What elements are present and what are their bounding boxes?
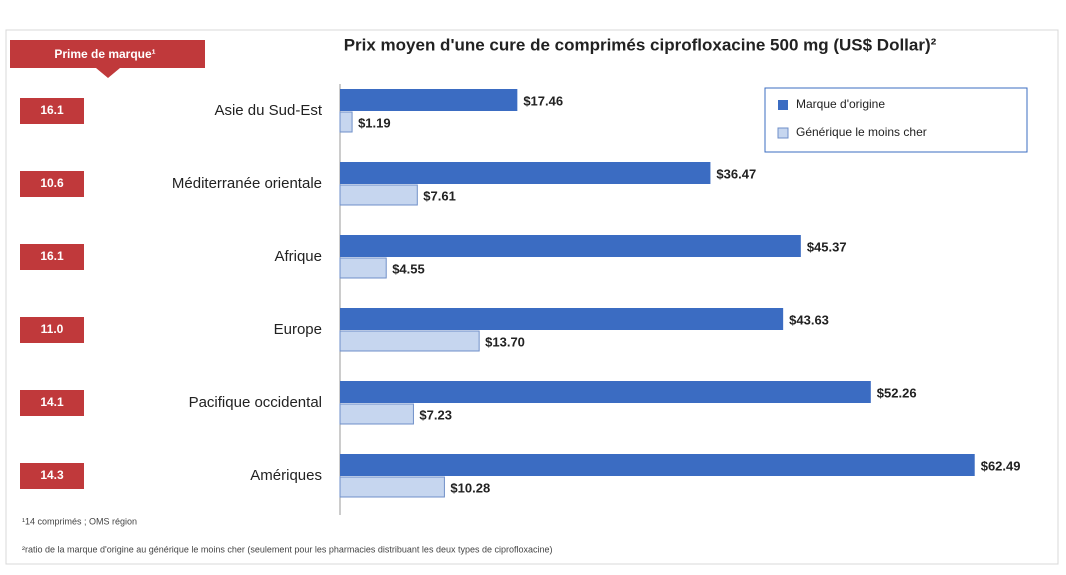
value-label: $1.19 (358, 115, 391, 130)
bar (339, 111, 353, 133)
premium-badge (20, 317, 84, 343)
bar (339, 184, 418, 206)
premium-value: 11.0 (41, 322, 64, 336)
legend-label: Marque d'origine (796, 97, 885, 111)
category-label: Pacifique occidental (189, 394, 322, 411)
value-label: $62.49 (981, 458, 1021, 473)
value-label: $4.55 (392, 261, 425, 276)
value-label: $45.37 (807, 239, 847, 254)
premium-value: 16.1 (40, 249, 64, 263)
category-label: Asie du Sud-Est (214, 102, 322, 119)
chart-title: Prix moyen d'une cure de comprimés cipro… (344, 35, 937, 54)
bar (340, 162, 711, 184)
value-label: $43.63 (789, 312, 829, 327)
footnote: ²ratio de la marque d'origine au génériq… (22, 544, 553, 554)
premium-badge (20, 171, 84, 197)
premium-badge (20, 463, 84, 489)
bar (339, 257, 387, 279)
value-label: $36.47 (716, 166, 756, 181)
category-label: Afrique (274, 248, 322, 265)
premium-value: 14.3 (40, 468, 64, 482)
footnote: ¹14 comprimés ; OMS région (22, 516, 137, 526)
value-label: $17.46 (523, 93, 563, 108)
bar (340, 454, 975, 476)
bar (339, 403, 414, 425)
category-label: Europe (274, 321, 322, 338)
value-label: $7.23 (419, 407, 452, 422)
bar (340, 381, 871, 403)
value-label: $52.26 (877, 385, 917, 400)
legend-swatch (777, 127, 789, 139)
legend-label: Générique le moins cher (796, 125, 927, 139)
bar (340, 235, 801, 257)
premium-value: 16.1 (40, 103, 64, 117)
premium-value: 10.6 (40, 176, 64, 190)
bar (340, 308, 784, 330)
value-label: $7.61 (423, 188, 456, 203)
bar (340, 89, 518, 111)
premium-badge (20, 390, 84, 416)
value-label: $13.70 (485, 334, 525, 349)
legend-box (764, 87, 1028, 153)
value-label: $10.28 (450, 480, 490, 495)
legend-swatch (778, 100, 788, 110)
category-label: Méditerranée orientale (172, 175, 322, 192)
premium-header (10, 40, 205, 78)
category-label: Amériques (250, 467, 322, 484)
premium-badge (20, 98, 84, 124)
premium-header-label: Prime de marque¹ (54, 47, 155, 61)
bar (339, 330, 480, 352)
premium-badge (20, 244, 84, 270)
bar (339, 476, 445, 498)
premium-value: 14.1 (40, 395, 64, 409)
